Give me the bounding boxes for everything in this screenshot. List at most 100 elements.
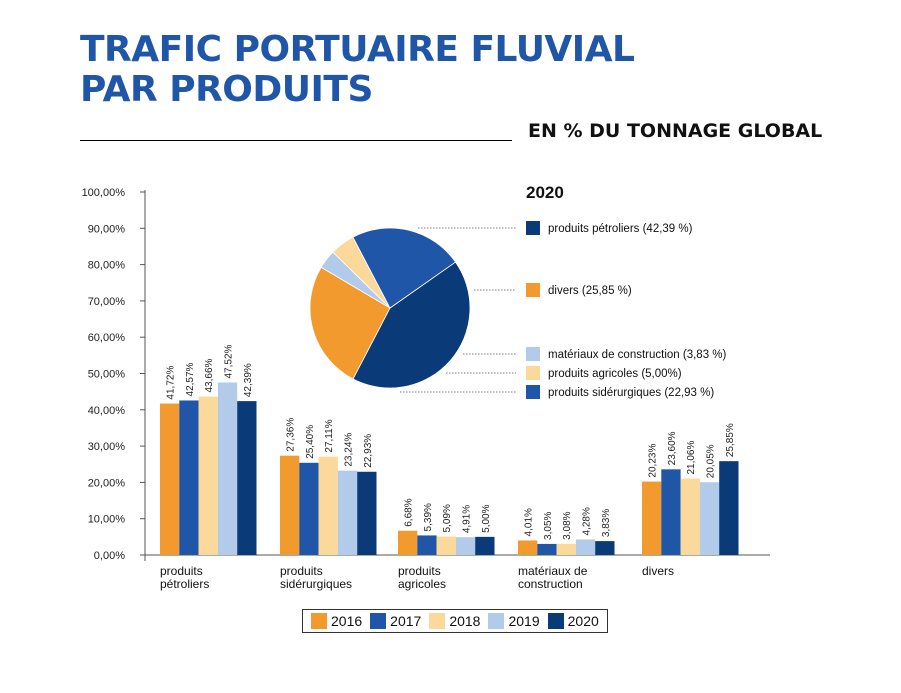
bar-data-label: 23,60% <box>667 431 678 465</box>
bar-data-label: 5,00% <box>481 504 492 532</box>
bar-2020-1 <box>237 401 257 555</box>
legend-swatch <box>429 613 446 629</box>
bar-2016-2 <box>280 455 300 555</box>
legend-label: 2020 <box>567 613 599 629</box>
x-category-label: sidérurgiques <box>280 577 352 591</box>
bar-data-label: 47,52% <box>224 344 235 378</box>
legend-label: 2017 <box>390 613 422 629</box>
y-tick-label: 30,00% <box>88 441 126 453</box>
bar-2020-4 <box>595 541 615 555</box>
bar-2018-4 <box>556 543 576 555</box>
x-category-label: produits <box>160 564 203 578</box>
bar-2016-5 <box>642 481 662 555</box>
pie-legend-label: matériaux de construction (3,83 %) <box>548 349 727 361</box>
legend-swatch <box>488 613 505 629</box>
bar-2018-3 <box>436 536 456 555</box>
x-category-label: produits <box>398 564 441 578</box>
pie-slice <box>352 227 457 309</box>
bar-2017-4 <box>537 543 557 555</box>
x-category-label: construction <box>518 577 583 591</box>
bar-data-label: 3,83% <box>601 509 612 537</box>
bar-2019-3 <box>455 537 476 555</box>
bar-data-label: 43,66% <box>204 358 215 392</box>
title-rule <box>80 140 512 141</box>
bar-2019-5 <box>699 482 720 555</box>
bar-2018-2 <box>318 456 338 555</box>
legend-label: 2019 <box>508 613 540 629</box>
legend-label: 2018 <box>449 613 481 629</box>
bar-data-label: 25,85% <box>725 423 736 457</box>
bar-data-label: 23,24% <box>344 433 355 467</box>
bar-2020-3 <box>475 536 495 555</box>
bar-2017-3 <box>417 535 437 555</box>
y-tick-label: 50,00% <box>88 369 126 381</box>
bar-data-label: 4,28% <box>582 507 593 535</box>
bar-data-label: 25,40% <box>305 425 316 459</box>
page-title: TRAFIC PORTUAIRE FLUVIAL PAR PRODUITS <box>80 30 635 110</box>
y-tick-label: 20,00% <box>88 477 126 489</box>
y-tick-label: 70,00% <box>88 296 126 308</box>
pie-legend-swatch <box>526 366 540 380</box>
title-line-2: PAR PRODUITS <box>80 69 373 110</box>
pie-slice <box>309 266 391 380</box>
bar-data-label: 41,72% <box>166 366 177 400</box>
y-tick-label: 10,00% <box>88 514 126 526</box>
legend-item-2017: 2017 <box>370 613 421 629</box>
bar-data-label: 20,05% <box>706 444 717 478</box>
legend-item-2016: 2016 <box>311 613 362 629</box>
bar-data-label: 4,01% <box>524 508 535 536</box>
bar-data-label: 3,08% <box>562 511 573 539</box>
legend-swatch <box>370 613 387 629</box>
legend-swatch <box>311 613 327 629</box>
y-tick-label: 80,00% <box>88 260 126 272</box>
bar-2019-1 <box>217 382 238 555</box>
bar-2018-5 <box>680 478 700 555</box>
bar-data-label: 27,36% <box>286 418 297 452</box>
title-line-1: TRAFIC PORTUAIRE FLUVIAL <box>80 29 635 70</box>
bar-2016-3 <box>398 530 418 555</box>
bar-data-label: 42,39% <box>243 363 254 397</box>
y-tick-label: 100,00% <box>82 187 126 199</box>
legend-label: 2016 <box>331 613 363 629</box>
bar-2017-2 <box>299 462 319 555</box>
pie-legend-label: divers (25,85 %) <box>548 285 632 297</box>
y-tick-label: 60,00% <box>88 332 126 344</box>
y-tick-label: 0,00% <box>94 550 125 562</box>
legend-item-2018: 2018 <box>429 613 480 629</box>
pie-legend-swatch <box>526 385 540 399</box>
bar-2020-5 <box>719 461 739 555</box>
x-category-label: divers <box>642 564 674 578</box>
bar-data-label: 27,11% <box>324 419 335 452</box>
bar-2018-1 <box>198 396 218 555</box>
pie-title: 2020 <box>526 183 564 202</box>
y-tick-label: 90,00% <box>88 223 126 235</box>
bar-data-label: 4,91% <box>462 505 473 533</box>
bar-data-label: 5,39% <box>423 503 434 531</box>
legend-swatch <box>547 613 564 629</box>
pie-legend-label: produits pétroliers (42,39 %) <box>548 223 693 235</box>
pie-legend-swatch <box>526 347 540 361</box>
legend-item-2019: 2019 <box>488 613 540 629</box>
bar-2017-1 <box>179 400 199 555</box>
bar-data-label: 5,09% <box>442 504 453 532</box>
bar-data-label: 20,23% <box>648 444 659 478</box>
y-tick-label: 40,00% <box>88 405 126 417</box>
pie-legend-swatch <box>526 283 540 297</box>
bar-data-label: 22,93% <box>363 434 374 468</box>
pie-slice <box>352 261 471 389</box>
chart-subtitle: EN % DU TONNAGE GLOBAL <box>528 120 823 142</box>
bar-data-label: 21,06% <box>686 441 697 475</box>
bar-legend: 2016 2017 2018 2019 2020 <box>302 609 608 633</box>
bar-2017-5 <box>661 469 681 555</box>
x-category-label: agricoles <box>398 577 446 591</box>
x-category-label: pétroliers <box>160 577 209 591</box>
bar-2016-4 <box>518 540 538 555</box>
legend-item-2020: 2020 <box>547 613 599 629</box>
pie-legend-label: produits sidérurgiques (22,93 %) <box>548 387 714 399</box>
x-category-label: matériaux de <box>518 564 588 578</box>
bar-data-label: 3,05% <box>543 511 554 539</box>
pie-legend-label: produits agricoles (5,00%) <box>548 368 682 380</box>
bar-2020-2 <box>357 471 377 555</box>
bar-data-label: 6,68% <box>404 498 415 526</box>
